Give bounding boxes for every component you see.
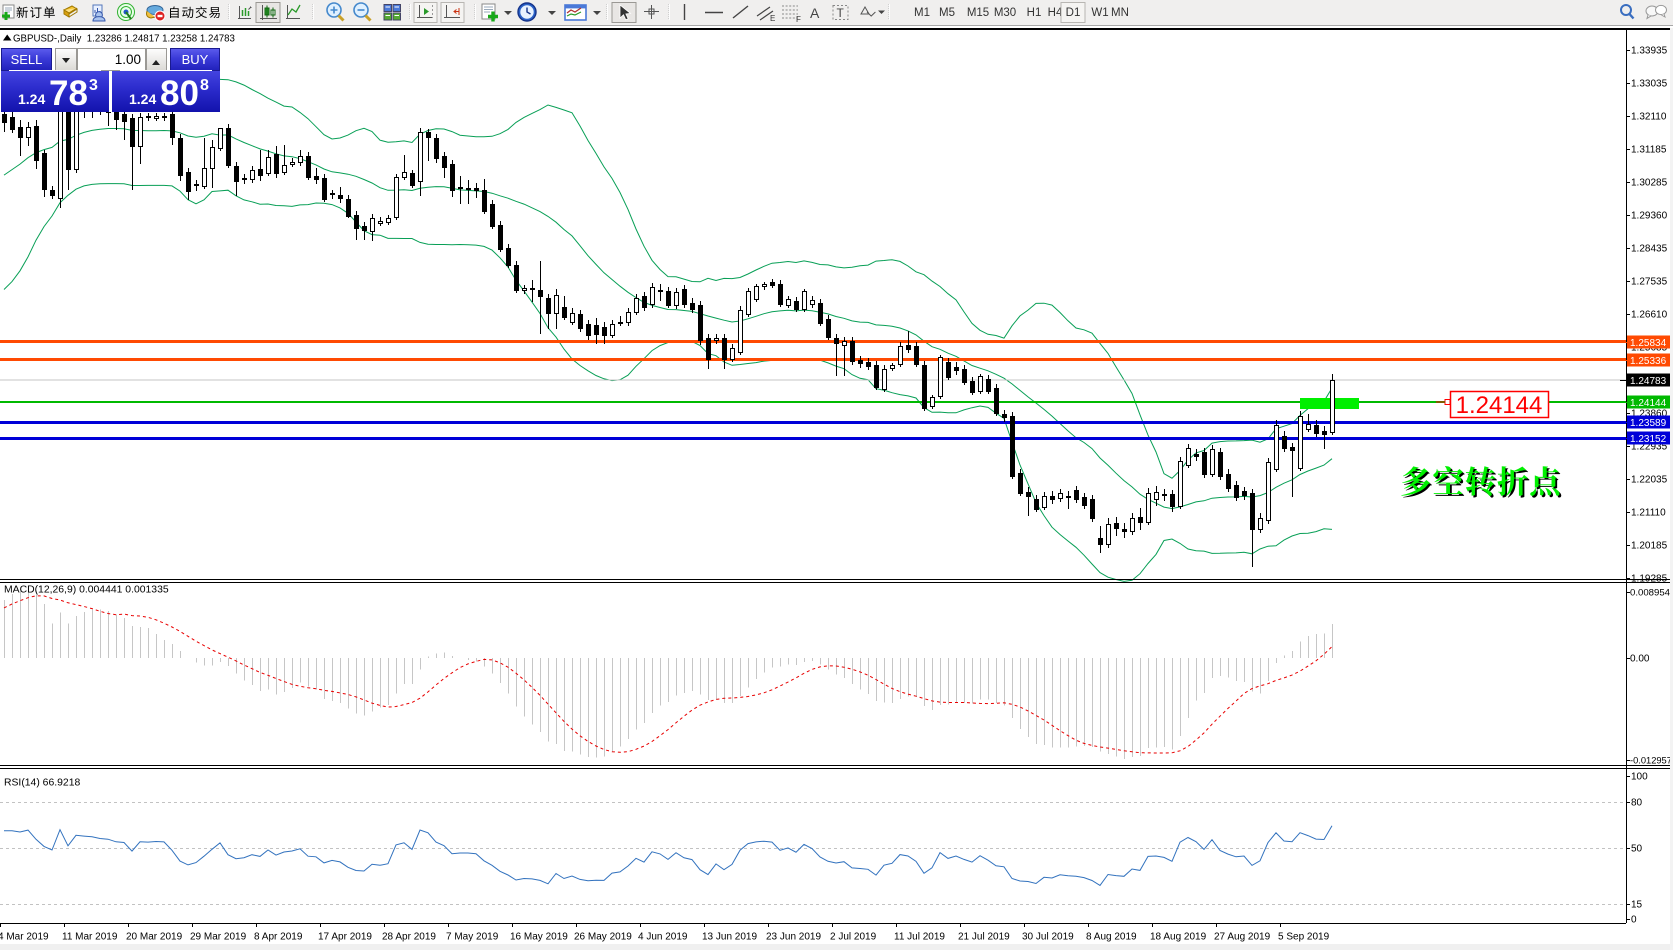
svg-text:4 Mar 2019: 4 Mar 2019	[0, 932, 49, 943]
svg-text:1.24144: 1.24144	[1456, 392, 1543, 419]
svg-text:5 Sep 2019: 5 Sep 2019	[1278, 932, 1330, 943]
svg-text:H4: H4	[1048, 7, 1063, 19]
svg-text:GBPUSD-,Daily 1.23286 1.24817: GBPUSD-,Daily 1.23286 1.24817 1.23258 1.…	[13, 34, 235, 45]
svg-text:13 Jun 2019: 13 Jun 2019	[702, 932, 757, 943]
svg-text:21 Jul 2019: 21 Jul 2019	[958, 932, 1010, 943]
svg-text:1.33935: 1.33935	[1631, 46, 1668, 57]
svg-text:29 Mar 2019: 29 Mar 2019	[190, 932, 247, 943]
svg-text:7 May 2019: 7 May 2019	[446, 932, 499, 943]
svg-text:1.19285: 1.19285	[1631, 574, 1668, 585]
svg-text:1.22035: 1.22035	[1631, 475, 1668, 486]
svg-text:11 Mar 2019: 11 Mar 2019	[62, 932, 118, 943]
svg-text:8 Aug 2019: 8 Aug 2019	[1086, 932, 1137, 943]
svg-text:11 Jul 2019: 11 Jul 2019	[894, 932, 945, 943]
svg-text:MACD(12,26,9) 0.004441 0.00133: MACD(12,26,9) 0.004441 0.001335	[4, 585, 169, 596]
svg-text:1.23152: 1.23152	[1630, 434, 1667, 445]
svg-text:15: 15	[1631, 900, 1643, 911]
svg-text:1.23589: 1.23589	[1630, 418, 1667, 429]
svg-text:E: E	[770, 14, 775, 23]
svg-text:1.30285: 1.30285	[1631, 178, 1668, 189]
svg-text:30 Jul 2019: 30 Jul 2019	[1022, 932, 1074, 943]
svg-text:1.22935: 1.22935	[1631, 442, 1668, 453]
svg-text:1.21110: 1.21110	[1631, 508, 1666, 519]
svg-text:H1: H1	[1027, 7, 1042, 19]
svg-text:1.29360: 1.29360	[1631, 211, 1668, 222]
svg-text:M5: M5	[939, 7, 955, 19]
svg-text:M15: M15	[967, 7, 989, 19]
svg-text:1.24144: 1.24144	[1630, 398, 1667, 409]
svg-text:A: A	[810, 5, 820, 21]
svg-text:M30: M30	[994, 7, 1016, 19]
svg-text:28 Apr 2019: 28 Apr 2019	[382, 932, 436, 943]
svg-text:18 Aug 2019: 18 Aug 2019	[1150, 932, 1207, 943]
svg-text:1.28435: 1.28435	[1631, 244, 1668, 255]
svg-text:-0.012957: -0.012957	[1630, 756, 1672, 766]
svg-text:1.33035: 1.33035	[1631, 79, 1668, 90]
svg-text:1.20185: 1.20185	[1631, 541, 1668, 552]
svg-text:26 May 2019: 26 May 2019	[574, 932, 632, 943]
svg-text:80: 80	[1631, 798, 1643, 809]
svg-text:M1: M1	[914, 7, 930, 19]
svg-text:MN: MN	[1111, 7, 1129, 19]
svg-text:2 Jul 2019: 2 Jul 2019	[830, 932, 877, 943]
svg-text:1.23860: 1.23860	[1631, 409, 1668, 420]
svg-text:8 Apr 2019: 8 Apr 2019	[254, 932, 303, 943]
svg-text:4 Jun 2019: 4 Jun 2019	[638, 932, 688, 943]
svg-text:0.008954: 0.008954	[1630, 588, 1671, 599]
svg-text:16 May 2019: 16 May 2019	[510, 932, 568, 943]
svg-text:27 Aug 2019: 27 Aug 2019	[1214, 932, 1271, 943]
svg-text:1.25834: 1.25834	[1630, 338, 1667, 349]
svg-text:17 Apr 2019: 17 Apr 2019	[318, 932, 372, 943]
svg-text:1.25336: 1.25336	[1630, 356, 1667, 367]
svg-text:50: 50	[1631, 844, 1643, 855]
svg-text:RSI(14) 66.9218: RSI(14) 66.9218	[4, 778, 80, 789]
svg-text:T: T	[837, 6, 845, 20]
svg-text:W1: W1	[1091, 7, 1108, 19]
svg-text:1.27535: 1.27535	[1631, 277, 1668, 288]
svg-text:1.26610: 1.26610	[1631, 310, 1668, 321]
svg-text:0: 0	[1631, 915, 1637, 926]
svg-text:1.32110: 1.32110	[1631, 112, 1667, 123]
svg-text:20 Mar 2019: 20 Mar 2019	[126, 932, 183, 943]
svg-text:F: F	[796, 15, 801, 24]
svg-text:D1: D1	[1066, 7, 1081, 19]
svg-text:23 Jun 2019: 23 Jun 2019	[766, 932, 821, 943]
svg-text:1.24783: 1.24783	[1630, 376, 1667, 387]
svg-text:0.00: 0.00	[1630, 654, 1650, 665]
svg-text:100: 100	[1631, 772, 1648, 783]
svg-text:1.31185: 1.31185	[1631, 145, 1667, 156]
